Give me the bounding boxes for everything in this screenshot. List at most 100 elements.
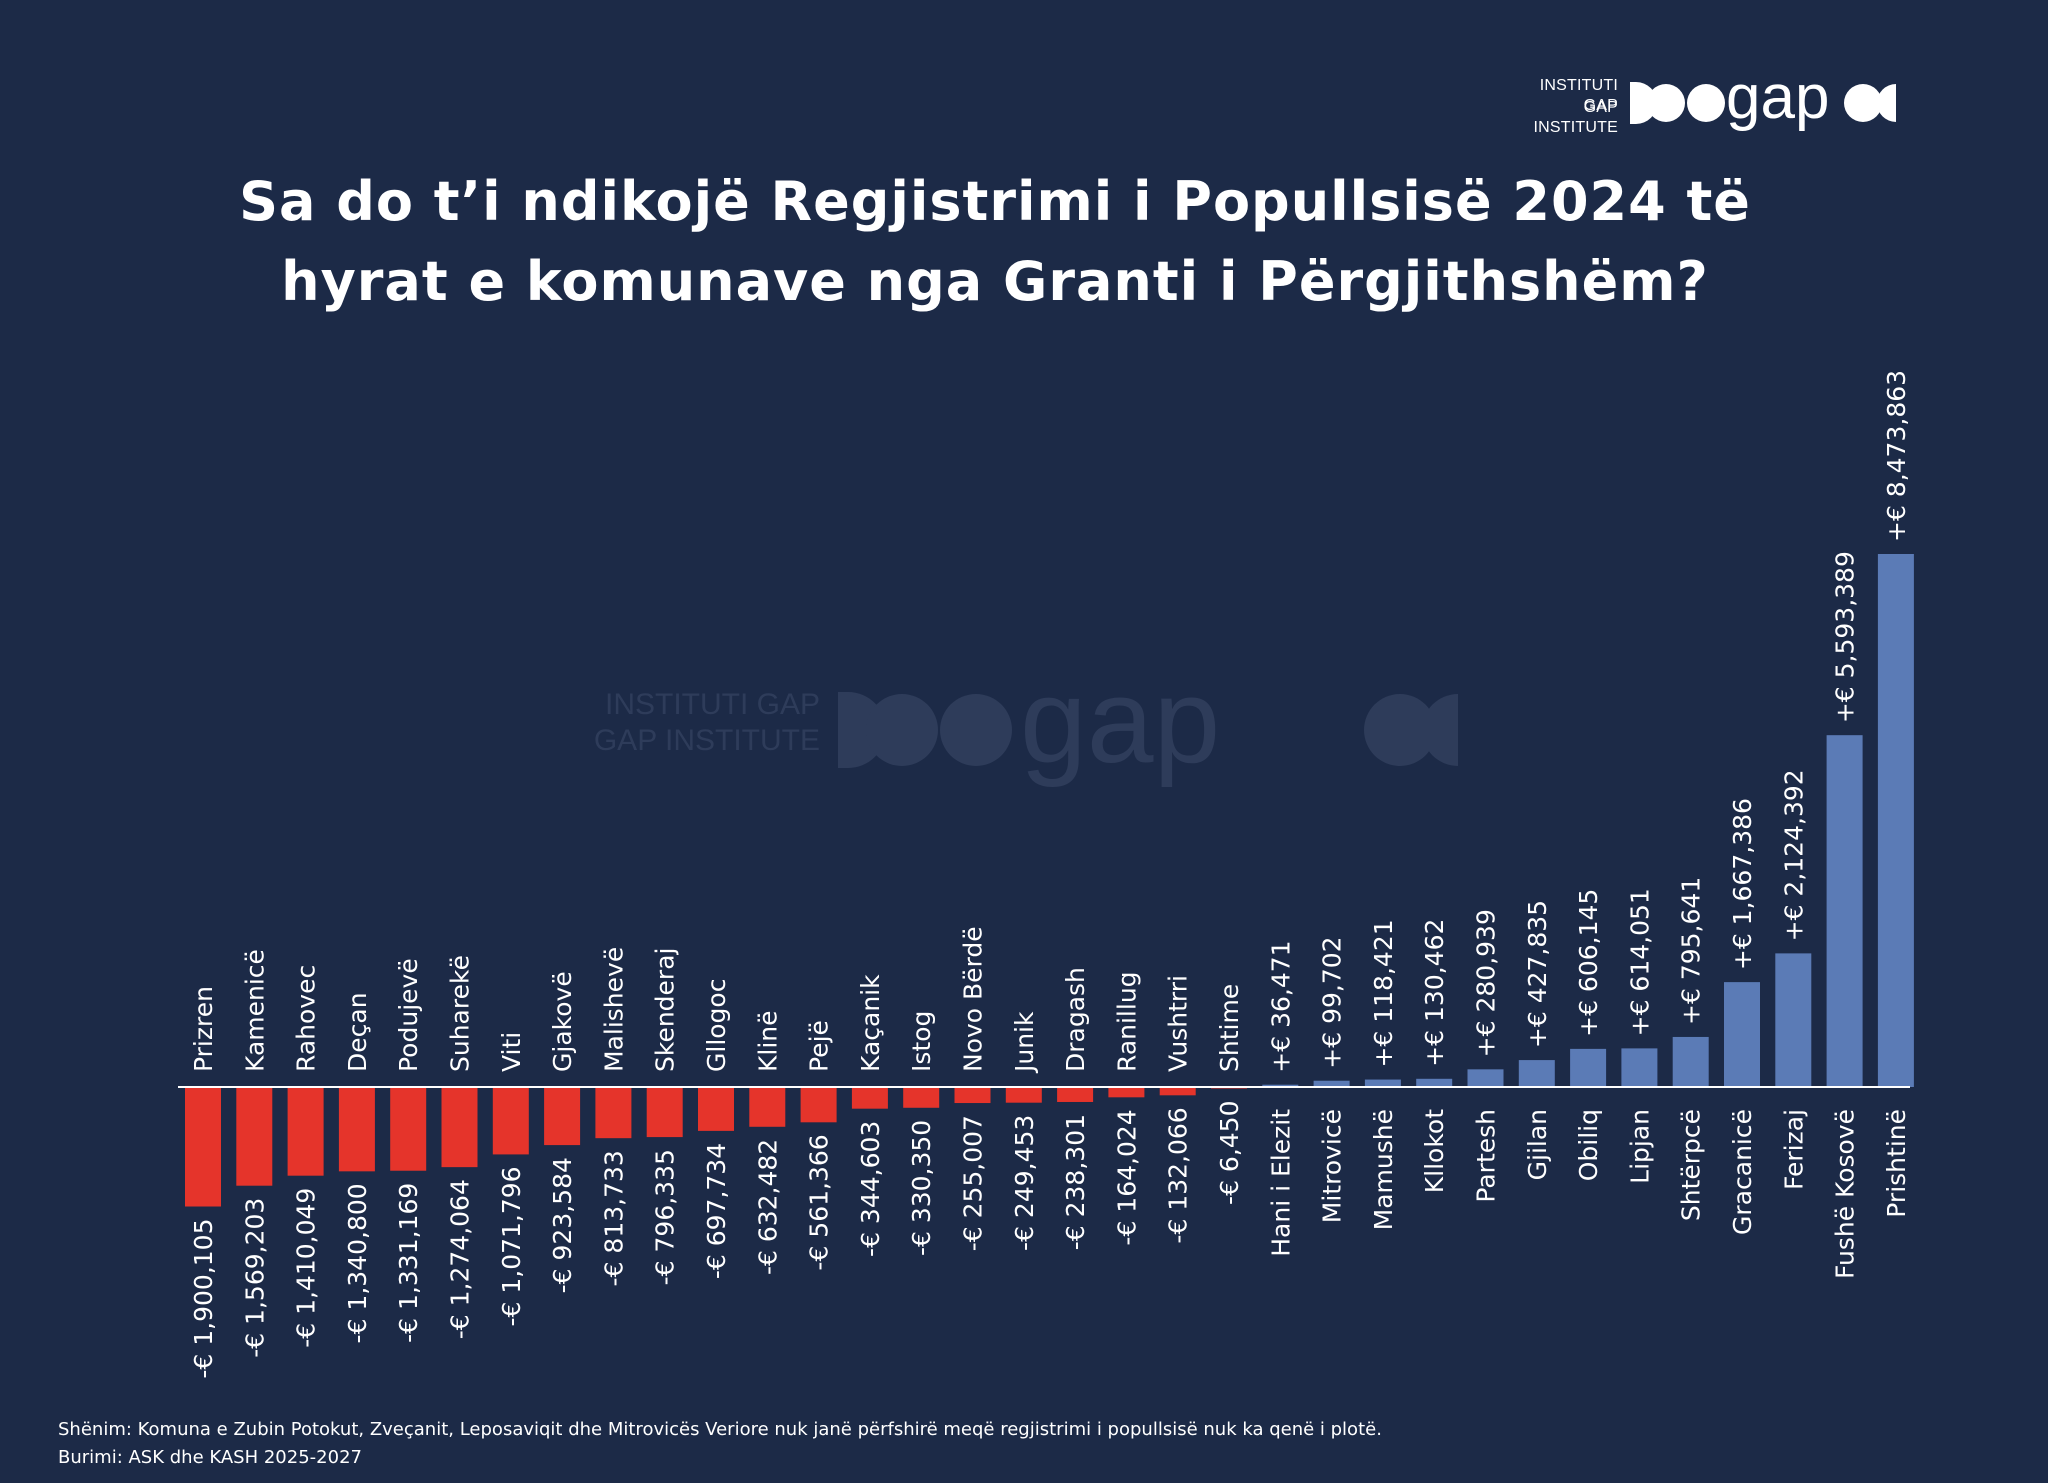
bar-fushe-kosove [1826, 735, 1863, 1087]
value-label-obiliq: +€ 606,145 [1574, 889, 1603, 1037]
bar-peje [800, 1087, 837, 1123]
value-label-skenderaj: -€ 796,335 [651, 1149, 680, 1285]
chart-title: Sa do t’i ndikojë Regjistrimi i Popullsi… [239, 170, 1751, 313]
value-label-shtime: -€ 6,450 [1215, 1101, 1244, 1205]
value-label-gracanice: +€ 1,667,386 [1728, 798, 1757, 970]
bar-junik [1005, 1087, 1042, 1103]
gap-logo-mark: gap [1630, 70, 1896, 132]
bar-istog [903, 1087, 940, 1108]
bar-gracanice [1724, 982, 1760, 1087]
category-label-skenderaj: Skenderaj [651, 948, 680, 1072]
value-label-kllokot: +€ 130,462 [1420, 919, 1449, 1067]
bar-ranillug [1108, 1087, 1145, 1098]
bar-gjakove [544, 1087, 581, 1146]
bar-partesh [1467, 1069, 1504, 1087]
category-label-kamenice: Kamenicë [240, 949, 269, 1072]
category-label-obiliq: Obiliq [1574, 1109, 1603, 1181]
bar-hani-i-elezit [1262, 1084, 1299, 1087]
value-label-istog: -€ 330,350 [907, 1120, 936, 1256]
bar-kline [749, 1087, 786, 1127]
value-label-lipjan: +€ 614,051 [1625, 888, 1654, 1036]
value-label-ranillug: -€ 164,024 [1112, 1109, 1141, 1245]
bar-ferizaj [1775, 953, 1812, 1087]
category-label-ranillug: Ranillug [1112, 971, 1141, 1072]
bar-viti [492, 1087, 529, 1155]
category-label-shtime: Shtime [1215, 984, 1244, 1072]
category-label-malisheve: Malishevë [599, 947, 628, 1072]
bar-malisheve [595, 1087, 632, 1139]
value-label-rahovec: -€ 1,410,049 [292, 1188, 321, 1348]
value-label-fushe-kosove: +€ 5,593,389 [1831, 551, 1860, 723]
value-label-gjilan: +€ 427,835 [1523, 900, 1552, 1048]
value-label-gllogoc: -€ 697,734 [702, 1143, 731, 1279]
value-label-decan: -€ 1,340,800 [343, 1183, 372, 1343]
category-label-peje: Pejë [805, 1020, 834, 1072]
category-label-novo-berde: Novo Bërdë [959, 926, 988, 1072]
value-label-mitrovice: +€ 99,702 [1318, 936, 1347, 1068]
category-label-podujeve: Podujevë [394, 958, 423, 1072]
value-label-suhareke: -€ 1,274,064 [446, 1179, 475, 1339]
value-label-podujeve: -€ 1,331,169 [394, 1183, 423, 1343]
bar-dragash [1057, 1087, 1094, 1102]
category-label-gllogoc: Gllogoc [702, 979, 731, 1072]
logo-line-2: GAP INSTITUTE [1533, 99, 1618, 136]
bar-shterpce [1672, 1036, 1709, 1087]
value-label-vushtrri: -€ 132,066 [1164, 1107, 1193, 1243]
value-label-dragash: -€ 238,301 [1061, 1114, 1090, 1250]
category-label-dragash: Dragash [1061, 967, 1090, 1072]
bar-obiliq [1570, 1048, 1607, 1087]
value-label-partesh: +€ 280,939 [1472, 909, 1501, 1057]
category-label-prishtine: Prishtinë [1882, 1109, 1911, 1218]
value-label-shterpce: +€ 795,641 [1677, 877, 1706, 1025]
category-label-kline: Klinë [753, 1010, 782, 1072]
watermark-line-1: INSTITUTI GAP [604, 688, 820, 721]
bar-gjilan [1518, 1060, 1555, 1087]
bar-skenderaj [646, 1087, 683, 1138]
gap-institute-logo: INSTITUTI GAP GAP INSTITUTE gap [1518, 70, 1898, 140]
value-label-junik: -€ 249,453 [1010, 1115, 1039, 1251]
category-label-decan: Deçan [343, 992, 372, 1072]
footnote: Shënim: Komuna e Zubin Potokut, Zveçanit… [58, 1419, 1382, 1440]
bar-podujeve [390, 1087, 427, 1171]
bar-mitrovice [1313, 1080, 1350, 1087]
watermark: INSTITUTI GAP GAP INSTITUTE gap [580, 680, 1480, 810]
bar-kamenice [236, 1087, 273, 1186]
value-label-kacanik: -€ 344,603 [856, 1121, 885, 1257]
bar-suhareke [441, 1087, 478, 1168]
category-label-prizren: Prizren [189, 986, 218, 1072]
category-label-kllokot: Kllokot [1420, 1109, 1449, 1193]
category-label-rahovec: Rahovec [292, 965, 321, 1072]
value-label-kamenice: -€ 1,569,203 [240, 1198, 269, 1358]
value-label-gjakove: -€ 923,584 [548, 1157, 577, 1293]
value-label-novo-berde: -€ 255,007 [959, 1115, 988, 1251]
category-label-kacanik: Kaçanik [856, 974, 885, 1072]
category-label-gracanice: Gracanicë [1728, 1109, 1757, 1235]
bar-lipjan [1621, 1048, 1658, 1087]
category-label-suhareke: Suharekë [446, 955, 475, 1072]
value-label-prishtine: +€ 8,473,863 [1882, 370, 1911, 542]
category-label-gjakove: Gjakovë [548, 971, 577, 1072]
bar-gllogoc [698, 1087, 734, 1131]
category-label-gjilan: Gjilan [1523, 1109, 1552, 1180]
bar-prizren [185, 1087, 221, 1207]
bar-rahovec [287, 1087, 324, 1176]
category-label-viti: Viti [497, 1032, 526, 1072]
category-label-hani-i-elezit: Hani i Elezit [1266, 1109, 1295, 1257]
value-label-hani-i-elezit: +€ 36,471 [1266, 940, 1295, 1072]
logo-wordmark: gap [1726, 70, 1829, 132]
value-label-prizren: -€ 1,900,105 [189, 1219, 218, 1379]
value-label-ferizaj: +€ 2,124,392 [1779, 769, 1808, 941]
bar-mamushe [1364, 1079, 1401, 1087]
value-label-mamushe: +€ 118,421 [1369, 919, 1398, 1067]
category-label-istog: Istog [907, 1011, 936, 1072]
category-label-junik: Junik [1010, 1011, 1039, 1074]
category-label-vushtrri: Vushtrri [1164, 975, 1193, 1072]
svg-text:gap: gap [1020, 680, 1220, 788]
bar-kacanik [851, 1087, 888, 1109]
category-label-lipjan: Lipjan [1625, 1109, 1654, 1184]
category-label-mamushe: Mamushë [1369, 1109, 1398, 1230]
category-label-ferizaj: Ferizaj [1779, 1109, 1808, 1190]
bar-vushtrri [1159, 1087, 1196, 1096]
value-label-malisheve: -€ 813,733 [599, 1150, 628, 1286]
